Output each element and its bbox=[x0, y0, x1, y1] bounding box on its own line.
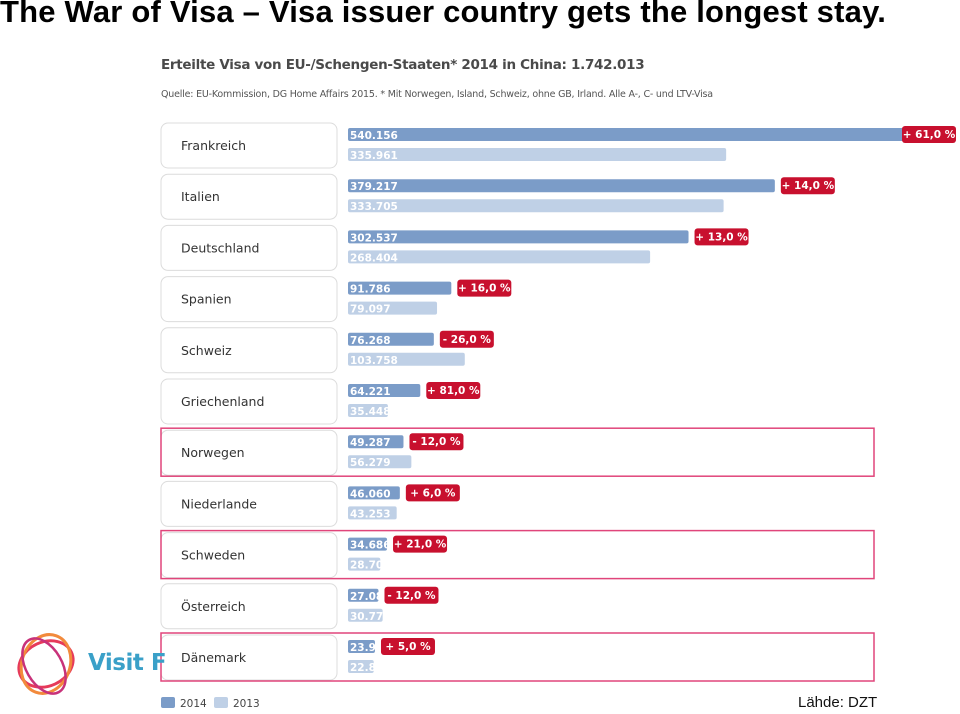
highlight-frame bbox=[160, 427, 875, 477]
slide-title: The War of Visa – Visa issuer country ge… bbox=[0, 0, 887, 29]
change-label: + 21,0 % bbox=[394, 539, 447, 551]
bar-2013 bbox=[348, 557, 381, 571]
bar-2013 bbox=[348, 148, 727, 161]
legend-swatch-2013 bbox=[214, 697, 228, 708]
value-label-2014: 64.221 bbox=[350, 386, 391, 398]
value-label-2013: 333.705 bbox=[350, 201, 398, 213]
change-badge bbox=[384, 586, 439, 604]
change-label: + 14,0 % bbox=[782, 180, 835, 192]
legend-label-2014: 2014 bbox=[180, 698, 207, 710]
legend-swatch-2014 bbox=[161, 697, 175, 708]
bar-2013 bbox=[348, 455, 412, 469]
value-label-2014: 76.268 bbox=[350, 335, 391, 347]
category-label: Norwegen bbox=[181, 445, 245, 460]
category-box bbox=[160, 583, 338, 630]
change-label: + 6,0 % bbox=[410, 487, 456, 499]
change-badge bbox=[780, 177, 835, 195]
value-label-2013: 35.448 bbox=[350, 406, 391, 418]
category-label: Schweiz bbox=[181, 343, 232, 358]
highlight-frame bbox=[160, 529, 875, 580]
bar-2013 bbox=[348, 250, 651, 264]
change-badge bbox=[694, 228, 749, 246]
source-credit: Lähde: DZT bbox=[798, 694, 878, 711]
change-label: + 81,0 % bbox=[427, 385, 480, 397]
category-box bbox=[160, 276, 338, 323]
bar-2014 bbox=[348, 384, 421, 397]
change-label: + 16,0 % bbox=[458, 283, 511, 295]
value-label-2014: 46.060 bbox=[350, 488, 391, 500]
bar-2013 bbox=[348, 301, 438, 315]
value-label-2014: 49.287 bbox=[350, 437, 391, 449]
value-label-2014: 540.156 bbox=[350, 130, 398, 142]
bar-2014 bbox=[348, 435, 404, 449]
change-badge bbox=[457, 279, 512, 297]
change-badge bbox=[409, 433, 464, 451]
category-box bbox=[160, 224, 338, 271]
bar-2014 bbox=[348, 179, 775, 193]
category-label: Dänemark bbox=[181, 650, 247, 665]
bar-2013 bbox=[348, 352, 465, 366]
bar-2013 bbox=[348, 404, 388, 417]
category-box bbox=[160, 122, 338, 169]
value-label-2013: 22.849 bbox=[350, 662, 391, 674]
logo-text: Visit F bbox=[88, 650, 167, 676]
bar-2014 bbox=[348, 230, 689, 244]
value-label-2013: 268.404 bbox=[350, 252, 398, 264]
bar-2013 bbox=[348, 199, 724, 213]
category-box bbox=[160, 173, 338, 220]
bar-2014 bbox=[348, 588, 379, 602]
bar-2013 bbox=[348, 506, 397, 520]
category-label: Niederlande bbox=[181, 496, 257, 511]
change-label: + 61,0 % bbox=[903, 129, 956, 141]
value-label-2013: 43.253 bbox=[350, 508, 391, 520]
category-box bbox=[160, 327, 338, 374]
change-label: + 13,0 % bbox=[695, 231, 748, 243]
visit-logo-icon bbox=[17, 633, 75, 695]
bar-2014 bbox=[348, 537, 388, 551]
change-badge bbox=[426, 382, 481, 399]
value-label-2013: 30.772 bbox=[350, 611, 391, 623]
value-label-2013: 79.097 bbox=[350, 304, 391, 316]
bar-2013 bbox=[348, 660, 374, 673]
bar-2014 bbox=[348, 640, 375, 653]
value-label-2014: 34.686 bbox=[350, 540, 391, 552]
bar-2013 bbox=[348, 608, 383, 622]
change-label: - 12,0 % bbox=[387, 590, 436, 602]
category-label: Griechenland bbox=[181, 394, 264, 409]
chart-title: Erteilte Visa von EU-/Schengen-Staaten* … bbox=[161, 57, 645, 73]
category-label: Spanien bbox=[181, 292, 232, 307]
category-label: Italien bbox=[181, 189, 220, 204]
value-label-2014: 302.537 bbox=[350, 232, 398, 244]
change-badge bbox=[405, 484, 460, 502]
change-label: - 12,0 % bbox=[412, 436, 461, 448]
category-label: Deutschland bbox=[181, 240, 259, 255]
highlight-frame bbox=[160, 632, 875, 682]
category-box bbox=[160, 378, 338, 425]
category-label: Schweden bbox=[181, 548, 245, 563]
bar-2014 bbox=[348, 281, 452, 295]
value-label-2013: 335.961 bbox=[350, 150, 398, 162]
chart-subtitle: Quelle: EU-Kommission, DG Home Affairs 2… bbox=[161, 89, 713, 100]
legend-label-2013: 2013 bbox=[233, 698, 260, 710]
value-label-2014: 27.083 bbox=[350, 591, 391, 603]
value-label-2014: 91.786 bbox=[350, 284, 391, 296]
category-label: Österreich bbox=[181, 598, 246, 614]
value-label-2014: 23.969 bbox=[350, 642, 391, 654]
category-box bbox=[160, 480, 338, 527]
change-label: - 26,0 % bbox=[443, 334, 492, 346]
change-label: + 5,0 % bbox=[385, 641, 431, 653]
value-label-2013: 103.758 bbox=[350, 355, 398, 367]
value-label-2014: 379.217 bbox=[350, 181, 398, 193]
change-badge bbox=[393, 535, 448, 553]
category-label: Frankreich bbox=[181, 138, 246, 153]
bar-2014 bbox=[348, 486, 400, 500]
value-label-2013: 28.703 bbox=[350, 560, 391, 572]
bar-2014 bbox=[348, 332, 434, 346]
change-badge bbox=[439, 330, 494, 348]
change-badge bbox=[380, 638, 435, 655]
value-label-2013: 56.279 bbox=[350, 457, 391, 469]
change-badge bbox=[902, 126, 956, 143]
bar-2014 bbox=[348, 128, 956, 141]
